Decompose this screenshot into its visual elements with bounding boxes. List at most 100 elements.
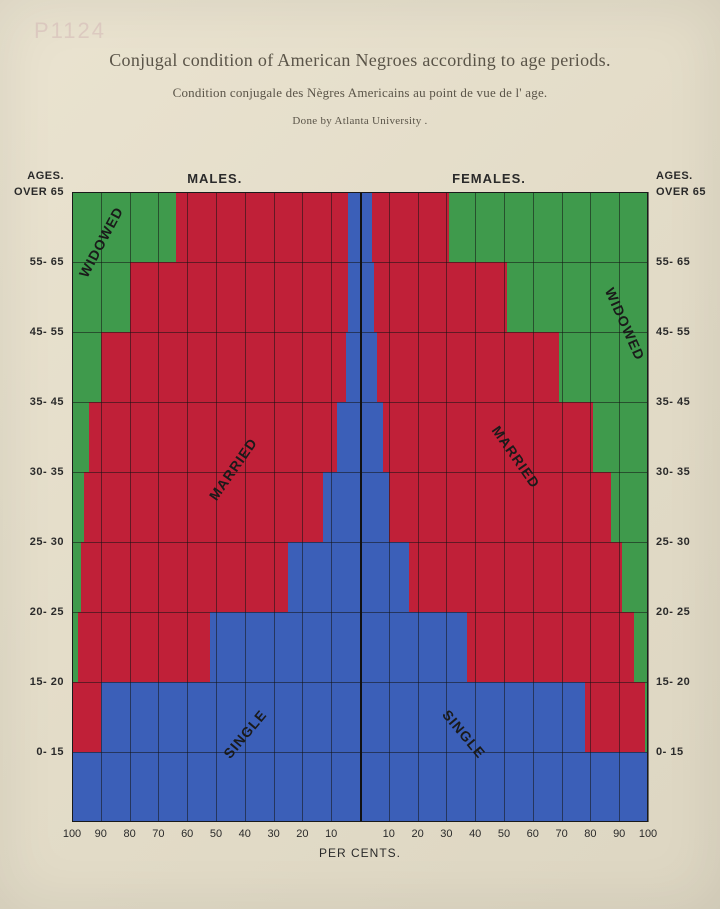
x-tick: 20: [411, 822, 423, 840]
title-main: Conjugal condition of American Negroes a…: [0, 50, 720, 71]
seg-single-female: [360, 192, 372, 262]
x-tick: 70: [555, 822, 567, 840]
header-males: MALES.: [187, 171, 242, 192]
seg-single-female: [360, 472, 389, 542]
gridline-v: [130, 192, 131, 822]
gridline-v: [562, 192, 563, 822]
seg-single-female: [360, 402, 383, 472]
x-tick: 40: [469, 822, 481, 840]
title-block: Conjugal condition of American Negroes a…: [0, 0, 720, 127]
seg-single-male: [210, 612, 360, 682]
seg-married-male: [89, 402, 337, 472]
gridline-v: [158, 192, 159, 822]
seg-married-male: [84, 472, 323, 542]
gridline-v: [187, 192, 188, 822]
x-tick: 30: [267, 822, 279, 840]
title-sub: Condition conjugale des Nègres Americain…: [0, 85, 720, 101]
y-label-left: OVER 65: [14, 186, 72, 198]
x-tick: 90: [613, 822, 625, 840]
x-tick: 60: [181, 822, 193, 840]
gridline-v: [648, 192, 649, 822]
seg-single-male: [337, 402, 360, 472]
y-label-right: 35- 45: [648, 396, 690, 408]
y-label-left: 30- 35: [30, 466, 72, 478]
seg-widowed-male: [72, 332, 101, 402]
seg-married-female: [372, 192, 450, 262]
seg-married-male: [101, 332, 346, 402]
y-label-left: 15- 20: [30, 676, 72, 688]
y-label-right: 20- 25: [648, 606, 690, 618]
y-label-left: 35- 45: [30, 396, 72, 408]
seg-widowed-male: [72, 402, 89, 472]
seg-widowed-female: [593, 402, 648, 472]
y-label-right: OVER 65: [648, 186, 706, 198]
seg-single-male: [288, 542, 360, 612]
gridline-v: [533, 192, 534, 822]
seg-married-male: [176, 192, 349, 262]
x-tick: 70: [152, 822, 164, 840]
seg-married-female: [377, 332, 558, 402]
y-label-left: 25- 30: [30, 536, 72, 548]
gridline-v: [590, 192, 591, 822]
y-label-left: 0- 15: [36, 746, 72, 758]
gridline-v: [475, 192, 476, 822]
y-label-left: 45- 55: [30, 326, 72, 338]
gridline-v: [504, 192, 505, 822]
y-label-right: 30- 35: [648, 466, 690, 478]
seg-single-male: [348, 192, 360, 262]
seg-married-male: [78, 612, 210, 682]
y-axis-title-right: AGES.: [648, 170, 693, 182]
seg-widowed-female: [611, 472, 648, 542]
seg-single-female: [360, 332, 377, 402]
y-label-right: 55- 65: [648, 256, 690, 268]
x-tick: 20: [296, 822, 308, 840]
seg-married-male: [81, 542, 288, 612]
gridline-v: [302, 192, 303, 822]
gridline-v: [389, 192, 390, 822]
seg-widowed-male: [72, 542, 81, 612]
y-label-left: 55- 65: [30, 256, 72, 268]
x-tick: 60: [527, 822, 539, 840]
y-label-left: 20- 25: [30, 606, 72, 618]
gridline-v: [331, 192, 332, 822]
y-axis-title-left: AGES.: [27, 170, 72, 182]
header-females: FEMALES.: [452, 171, 526, 192]
x-tick: 10: [325, 822, 337, 840]
x-tick: 100: [63, 822, 81, 840]
x-tick: 50: [498, 822, 510, 840]
seg-married-female: [374, 262, 506, 332]
seg-married-male: [72, 682, 101, 752]
title-byline: Done by Atlanta University .: [0, 115, 720, 127]
seg-widowed-female: [622, 542, 648, 612]
seg-married-female: [585, 682, 645, 752]
seg-widowed-female: [634, 612, 648, 682]
seg-single-male: [348, 262, 360, 332]
x-tick: 80: [584, 822, 596, 840]
seg-single-male: [346, 332, 360, 402]
gridline-v: [72, 192, 73, 822]
chart: MALES. FEMALES. AGES. AGES. PER CENTS. O…: [72, 192, 648, 822]
x-tick: 40: [239, 822, 251, 840]
y-label-right: 25- 30: [648, 536, 690, 548]
x-tick: 90: [95, 822, 107, 840]
x-tick: 10: [383, 822, 395, 840]
y-label-right: 15- 20: [648, 676, 690, 688]
watermark: P1124: [34, 18, 106, 44]
seg-single-female: [360, 612, 467, 682]
y-label-right: 45- 55: [648, 326, 690, 338]
gridline-v: [418, 192, 419, 822]
seg-widowed-female: [449, 192, 648, 262]
seg-married-female: [389, 472, 611, 542]
seg-married-male: [130, 262, 349, 332]
seg-single-male: [323, 472, 360, 542]
center-line: [360, 192, 362, 822]
seg-widowed-male: [72, 472, 84, 542]
seg-married-female: [467, 612, 634, 682]
gridline-v: [216, 192, 217, 822]
x-tick: 80: [123, 822, 135, 840]
seg-single-female: [360, 262, 374, 332]
gridline-v: [619, 192, 620, 822]
y-label-right: 0- 15: [648, 746, 684, 758]
gridline-v: [274, 192, 275, 822]
x-tick: 30: [440, 822, 452, 840]
